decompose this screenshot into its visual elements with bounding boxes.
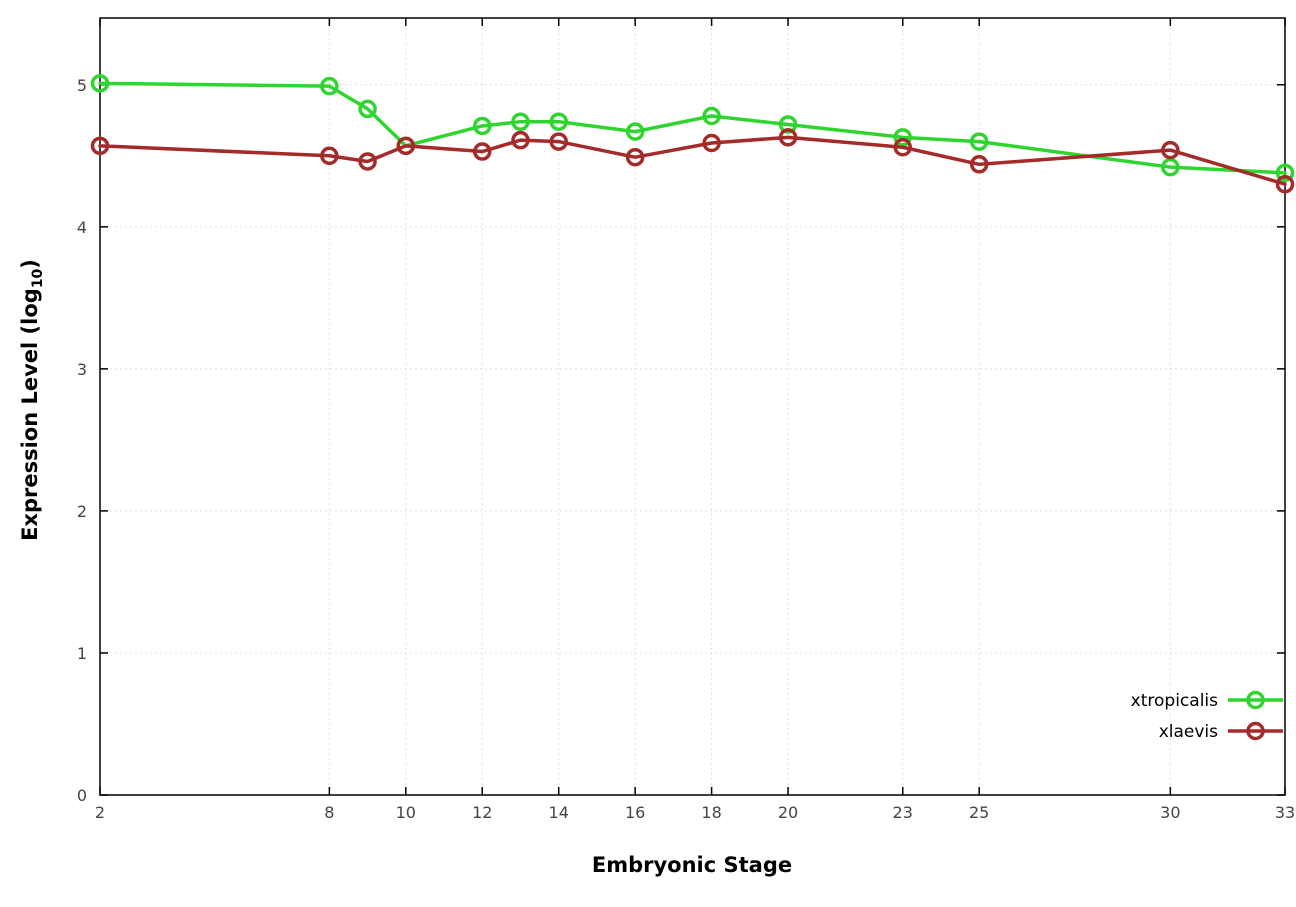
series-marker-xlaevis <box>320 146 339 166</box>
series-marker-xlaevis <box>893 138 912 157</box>
x-tick-label: 2 <box>95 803 105 822</box>
y-tick-label: 0 <box>77 786 87 805</box>
series-marker-xlaevis <box>702 133 721 153</box>
series-line-xtropicalis <box>98 81 1287 175</box>
series-marker-xlaevis <box>549 132 568 151</box>
series-marker-xtropicalis <box>511 112 530 131</box>
series-marker-xtropicalis <box>320 76 339 96</box>
y-tick-label: 4 <box>77 218 87 237</box>
series-marker-xlaevis <box>778 128 798 147</box>
x-tick-label: 23 <box>893 803 913 822</box>
legend-label-xtropicalis: xtropicalis <box>1131 691 1218 711</box>
series-marker-xtropicalis <box>969 132 989 151</box>
x-axis-label: Embryonic Stage <box>591 853 793 877</box>
x-tick-label: 18 <box>701 803 721 822</box>
series-marker-xtropicalis <box>1275 163 1295 183</box>
y-tick-label: 3 <box>77 360 87 379</box>
y-tick-label: 2 <box>77 502 87 521</box>
series-marker-xlaevis <box>625 147 645 167</box>
series-marker-xtropicalis <box>473 116 492 136</box>
series-marker-xlaevis <box>969 155 989 174</box>
series-marker-xtropicalis <box>358 99 377 119</box>
series-marker-xtropicalis <box>893 128 912 147</box>
x-tick-label: 8 <box>324 803 334 822</box>
x-tick-label: 14 <box>549 803 569 822</box>
series-marker-xtropicalis <box>549 112 568 131</box>
series-marker-xtropicalis <box>702 106 721 126</box>
y-tick-label: 5 <box>77 76 87 95</box>
x-tick-label: 16 <box>625 803 645 822</box>
x-tick-label: 30 <box>1160 803 1180 822</box>
series-marker-xtropicalis <box>778 115 798 134</box>
legend-sample-marker-xtropicalis <box>1246 690 1265 710</box>
series-marker-xtropicalis <box>1161 157 1180 177</box>
plot-border <box>99 17 1286 796</box>
series-marker-xlaevis <box>358 152 377 171</box>
series-line-xlaevis <box>98 135 1287 186</box>
x-tick-label: 10 <box>396 803 416 822</box>
series-marker-xtropicalis <box>90 74 110 93</box>
x-tick-label: 25 <box>969 803 989 822</box>
y-axis-label-subscript: 10 <box>30 268 47 289</box>
x-tick-label: 12 <box>472 803 492 822</box>
legend-sample-marker-xlaevis <box>1246 721 1265 741</box>
legend-label-xlaevis: xlaevis <box>1159 722 1218 742</box>
series-marker-xlaevis <box>1275 174 1295 194</box>
y-axis-label: Expression Level (log10) <box>18 259 46 541</box>
y-axis-label-end: ) <box>17 259 42 269</box>
series-marker-xlaevis <box>90 136 110 156</box>
series-marker-xlaevis <box>1161 140 1180 160</box>
x-tick-label: 20 <box>778 803 798 822</box>
y-axis-label-main: Expression Level (log <box>17 288 42 541</box>
y-tick-label: 1 <box>77 644 87 663</box>
series-marker-xlaevis <box>473 142 492 161</box>
x-tick-label: 33 <box>1275 803 1295 822</box>
series-marker-xlaevis <box>396 136 416 156</box>
series-marker-xlaevis <box>511 130 530 150</box>
series-marker-xtropicalis <box>625 122 645 141</box>
